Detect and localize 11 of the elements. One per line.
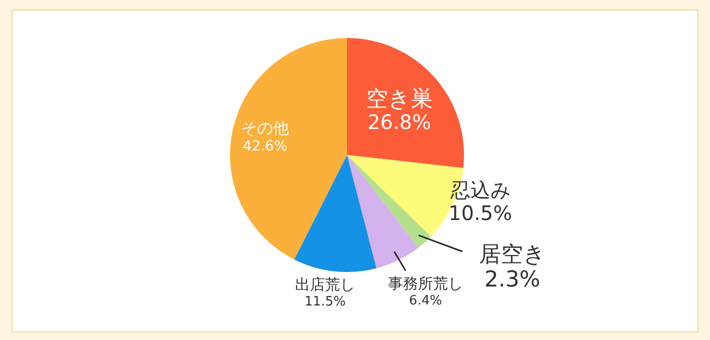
data-label: 42.6% bbox=[242, 138, 288, 154]
data-label: 11.5% bbox=[304, 294, 346, 310]
slice-label: 空き巣 bbox=[366, 87, 433, 112]
slice-label: 出店荒し bbox=[295, 275, 356, 294]
data-label: 6.4% bbox=[409, 294, 442, 309]
slice-label: 居空き bbox=[478, 242, 546, 268]
data-label: 2.3% bbox=[484, 268, 540, 293]
data-label: 26.8% bbox=[368, 110, 432, 134]
slice-label: 事務所荒し bbox=[388, 274, 464, 293]
data-label: 10.5% bbox=[448, 201, 512, 225]
slice-label: その他 bbox=[241, 118, 290, 138]
